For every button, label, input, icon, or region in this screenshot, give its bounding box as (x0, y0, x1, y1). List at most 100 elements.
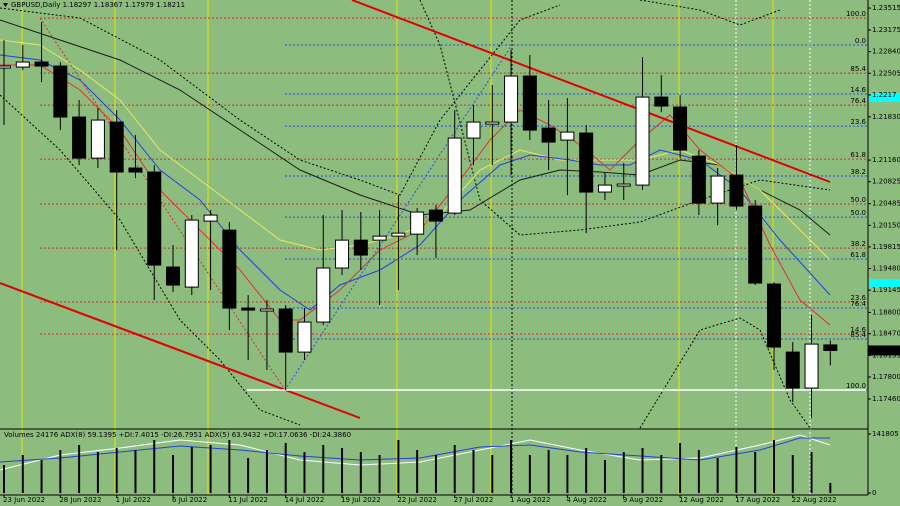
candle-body (353, 239, 368, 256)
fib-label: 100.0 (846, 10, 866, 18)
fib-label: 50.0 (850, 209, 866, 217)
fib-label: 100.0 (846, 382, 866, 390)
candle-body (166, 266, 181, 286)
bollinger-lower-3 (639, 317, 811, 429)
x-tick-label: 9 Aug 2022 (623, 496, 663, 504)
candle-body (222, 229, 237, 309)
y-tick-label: 1.18470 (872, 330, 900, 338)
candle-body (466, 121, 481, 139)
adx-lines (0, 434, 831, 471)
alert-marker (869, 279, 900, 288)
adx-blue (0, 437, 830, 463)
y-tick-label: 1.19145 (872, 286, 900, 294)
candle-body (616, 183, 631, 187)
candle-body (259, 308, 274, 312)
fib-label: 23.6 (850, 118, 866, 126)
y-tick-label: 1.23515 (872, 4, 900, 12)
x-tick-label: 1 Aug 2022 (510, 496, 550, 504)
candle-body (278, 308, 293, 353)
candles (0, 22, 838, 419)
candle-body (766, 283, 781, 348)
candle-body (560, 131, 575, 141)
dotted-separators (511, 0, 811, 495)
y-tick-label: 1.17800 (872, 373, 900, 381)
y-tick-label: 1.21160 (872, 156, 900, 164)
candle-body (335, 239, 350, 269)
y-tick-label: 1.20150 (872, 221, 900, 229)
candle-body (579, 132, 594, 193)
candle-body (15, 61, 30, 68)
bollinger-lower (0, 94, 301, 426)
x-tick-label: 14 Jul 2022 (285, 496, 325, 504)
candle-body (635, 96, 650, 186)
x-tick-label: 4 Aug 2022 (566, 496, 606, 504)
indicator-title: Volumes 24176 ADX(8) 59.1395 +DI:7.4015 … (4, 431, 351, 439)
adx-white (0, 434, 831, 471)
y-tick-label: 1.23175 (872, 26, 900, 34)
candle-body (804, 343, 819, 389)
y-tick-label: 1.20825 (872, 178, 900, 186)
fib-label: 38.2 (850, 168, 866, 176)
fib-label: 38.2 (850, 240, 866, 248)
candle-body (72, 116, 87, 159)
candle-body (522, 75, 537, 131)
y-tick-label: 1.22505 (872, 69, 900, 77)
volume-bars (3, 439, 832, 493)
candle-body (748, 205, 763, 284)
fib-label: 85.4 (850, 65, 866, 73)
x-tick-label: 11 Jul 2022 (228, 496, 268, 504)
candle-body (241, 307, 256, 311)
candle-body (823, 344, 838, 351)
candle-body (297, 321, 312, 353)
bollinger-upper (0, 4, 561, 196)
candle-body (504, 75, 519, 123)
y-tick-label: 1.20485 (872, 200, 900, 208)
x-tick-label: 17 Aug 2022 (735, 496, 780, 504)
candle-body (541, 127, 556, 143)
x-tick-label: 23 Jun 2022 (3, 496, 45, 504)
candle-body (710, 175, 725, 204)
overlays (0, 0, 866, 429)
ma-blue (0, 54, 831, 311)
candle-body (34, 61, 49, 67)
candle-body (729, 174, 744, 207)
candle-body (654, 96, 669, 107)
candle-body (53, 65, 68, 118)
y-tick-label: 1.17460 (872, 395, 900, 403)
trend-line (351, 0, 831, 183)
fib-label: 0.0 (855, 37, 866, 45)
indicator-tick-label: 0 (872, 489, 876, 497)
x-tick-label: 1 Jul 2022 (116, 496, 151, 504)
fib-anchor-line (284, 44, 513, 391)
current-price-label: 1.18211 (871, 346, 900, 354)
candle-body (184, 219, 199, 288)
x-tick-label: 27 Jul 2022 (454, 496, 494, 504)
current-price-box (868, 345, 900, 356)
candle-body (109, 121, 124, 173)
y-tick-label: 1.19480 (872, 265, 900, 273)
fib-label: 61.8 (850, 151, 866, 159)
dropdown-icon (3, 3, 8, 7)
fib-label: 85.4 (850, 331, 866, 339)
x-tick-label: 28 Jun 2022 (59, 496, 101, 504)
candle-body (785, 351, 800, 389)
axes: 1.23515 1.23175 1.22840 1.22505 1.2217 1.2183… (3, 4, 900, 504)
fib-label: 76.4 (850, 300, 866, 308)
candle-body (410, 211, 425, 235)
fib-label: 76.4 (850, 97, 866, 105)
candle-body (673, 106, 688, 151)
candle-body (597, 184, 612, 193)
x-tick-label: 6 Jul 2022 (172, 496, 207, 504)
candle-body (0, 65, 11, 69)
y-tick-label: 1.22840 (872, 48, 900, 56)
candle-body (372, 235, 387, 241)
alert-marker (869, 93, 900, 102)
candle-body (147, 171, 162, 266)
y-tick-label: 1.19815 (872, 243, 900, 251)
y-tick-label: 1.18800 (872, 308, 900, 316)
candle-body (691, 155, 706, 204)
chart-header: GBPUSD,Daily 1.18297 1.18367 1.17979 1.1… (11, 1, 185, 9)
candle-body (447, 137, 462, 214)
candle-body (485, 121, 500, 125)
